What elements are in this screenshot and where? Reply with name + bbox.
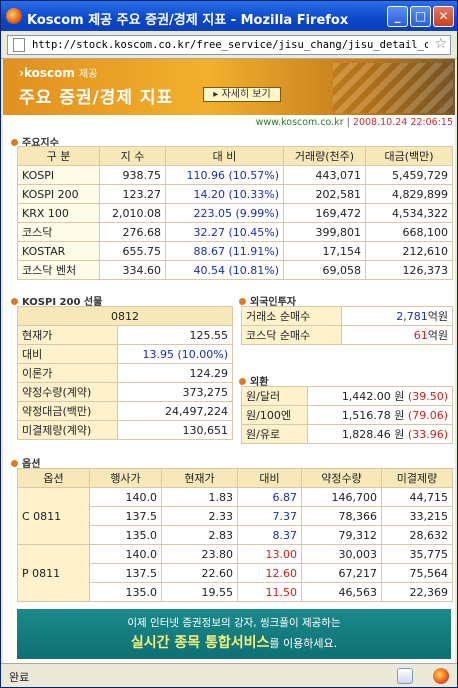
table-row: 미결제량(계약) 130,651 <box>17 420 233 440</box>
more-detail-button[interactable]: ▸ 자세히 보기 <box>203 87 281 102</box>
table-row: KOSTAR 655.75 88.67 (11.91%) 17,154 212,610 <box>17 241 453 261</box>
address-bar: http://stock.koscom.co.kr/free_service/j… <box>1 31 457 59</box>
table-row: KOSPI 938.75 110.96 (10.57%) 443,071 5,459,7… <box>17 165 453 185</box>
bookmark-star-icon[interactable]: ☆ <box>434 36 447 52</box>
status-text: 완료 <box>9 671 30 684</box>
col-header: 현재가 <box>161 468 238 488</box>
window-title: Koscom 제공 주요 증권/경제 지표 - Mozilla Firefox <box>27 13 349 28</box>
table-row: 약정수량(계약) 373,275 <box>17 382 233 402</box>
table-row: KOSPI 200 123.27 14.20 (10.33%) 202,581 4,82… <box>17 184 453 204</box>
section-options: 옵션 <box>11 455 40 470</box>
section-indices: 주요지수 <box>11 134 59 149</box>
col-header: 미결제량 <box>381 468 453 488</box>
promo-banner[interactable]: 이제 인터넷 증권정보의 강자, 씽크풀이 제공하는 실시간 종목 통합서비스를… <box>17 609 451 659</box>
col-header: 대금(백만) <box>365 146 453 166</box>
indices-table: 구 분 지 수 대 비 거래량(천주) 대금(백만) KOSPI 938.75 11… <box>17 146 453 280</box>
section-futures: KOSPI 200 선물 <box>11 293 102 308</box>
table-row: 코스닥 벤처 334.60 40.54 (10.81%) 69,058 126,373 <box>17 260 453 280</box>
url-field[interactable]: http://stock.koscom.co.kr/free_service/j… <box>7 35 451 55</box>
table-row: 원/유로 1,828.46 원 (33.96) <box>241 424 453 444</box>
col-header: 행사가 <box>89 468 162 488</box>
table-row: 대비 13.95 (10.00%) <box>17 344 233 364</box>
add-on-icon[interactable] <box>397 668 413 684</box>
promo-line2: 실시간 종목 통합서비스를 이용하세요. <box>130 635 338 651</box>
table-row: 원/100엔 1,516.78 원 (79.06) <box>241 405 453 425</box>
info-line: www.koscom.co.kr | 2008.10.24 22:06:15 <box>255 117 453 128</box>
bullet-icon <box>239 298 246 305</box>
keyboard-image <box>333 63 453 113</box>
firefox-status-icon <box>433 668 449 684</box>
table-row: 코스닥 276.68 32.27 (10.45%) 399,801 668,100 <box>17 222 453 242</box>
table-row: 거래소 순매수 2,781억원 <box>241 306 453 326</box>
site-link[interactable]: www.koscom.co.kr <box>255 117 344 128</box>
futures-table: 0812 현재가 125.55 대비 13.95 (10.00%) 이론가 124.2… <box>17 306 233 440</box>
col-header: 약정수량 <box>301 468 382 488</box>
col-header: 대비 <box>237 468 302 488</box>
close-button[interactable]: ✕ <box>433 6 454 27</box>
futures-code: 0812 <box>17 306 233 326</box>
promo-line1: 이제 인터넷 증권정보의 강자, 씽크풀이 제공하는 <box>127 617 341 629</box>
koscom-logo: ›koscom 제공 <box>19 66 98 80</box>
col-header: 옵션 <box>17 468 90 488</box>
col-header: 지 수 <box>99 146 166 166</box>
table-row: 현재가 125.55 <box>17 325 233 345</box>
table-row: P 0811 140.0 23.80 13.00 30,003 35,775 <box>17 544 453 602</box>
col-header: 거래량(천주) <box>283 146 366 166</box>
bullet-icon <box>11 139 18 146</box>
table-row: 약정대금(백만) 24,497,224 <box>17 401 233 421</box>
col-header: 구 분 <box>17 146 100 166</box>
page-icon <box>13 38 25 52</box>
maximize-button[interactable]: □ <box>410 6 431 27</box>
table-row: 135.0 2.83 8.37 79,312 28,632 <box>18 525 453 545</box>
section-fx: 외환 <box>239 373 268 388</box>
table-row: 135.0 19.55 11.50 46,563 22,369 <box>18 582 453 602</box>
firefox-icon <box>6 8 22 24</box>
minimize-button[interactable]: _ <box>387 6 408 27</box>
bullet-icon <box>11 298 18 305</box>
koscom-banner: ›koscom 제공 주요 증권/경제 지표 ▸ 자세히 보기 <box>3 59 455 115</box>
foreign-table: 거래소 순매수 2,781억원 코스닥 순매수 61억원 <box>241 306 453 345</box>
fx-table: 원/달러 1,442.00 원 (39.50) 원/100엔 1,516.78 원 … <box>241 386 453 444</box>
bullet-icon <box>11 460 18 467</box>
page-content: ›koscom 제공 주요 증권/경제 지표 ▸ 자세히 보기 www.kosc… <box>3 59 455 663</box>
table-row: 이론가 124.29 <box>17 363 233 383</box>
col-header: 대 비 <box>165 146 284 166</box>
options-table: 옵션 행사가 현재가 대비 약정수량 미결제량 C 0811 140.0 1.83 6… <box>17 468 453 602</box>
table-row: C 0811 140.0 1.83 6.87 146,700 44,715 <box>17 487 453 545</box>
table-row: 코스닥 순매수 61억원 <box>241 325 453 345</box>
table-row: 원/달러 1,442.00 원 (39.50) <box>241 386 453 406</box>
bullet-icon <box>239 378 246 385</box>
table-row: KRX 100 2,010.08 223.05 (9.99%) 169,472 4,53… <box>17 203 453 223</box>
title-bar: Koscom 제공 주요 증권/경제 지표 - Mozilla Firefox … <box>1 1 457 31</box>
url-text: http://stock.koscom.co.kr/free_service/j… <box>32 39 428 51</box>
banner-title: 주요 증권/경제 지표 <box>19 88 174 108</box>
section-foreign: 외국인투자 <box>239 293 296 308</box>
timestamp: 2008.10.24 22:06:15 <box>352 117 453 128</box>
status-bar: 완료 <box>1 663 457 687</box>
